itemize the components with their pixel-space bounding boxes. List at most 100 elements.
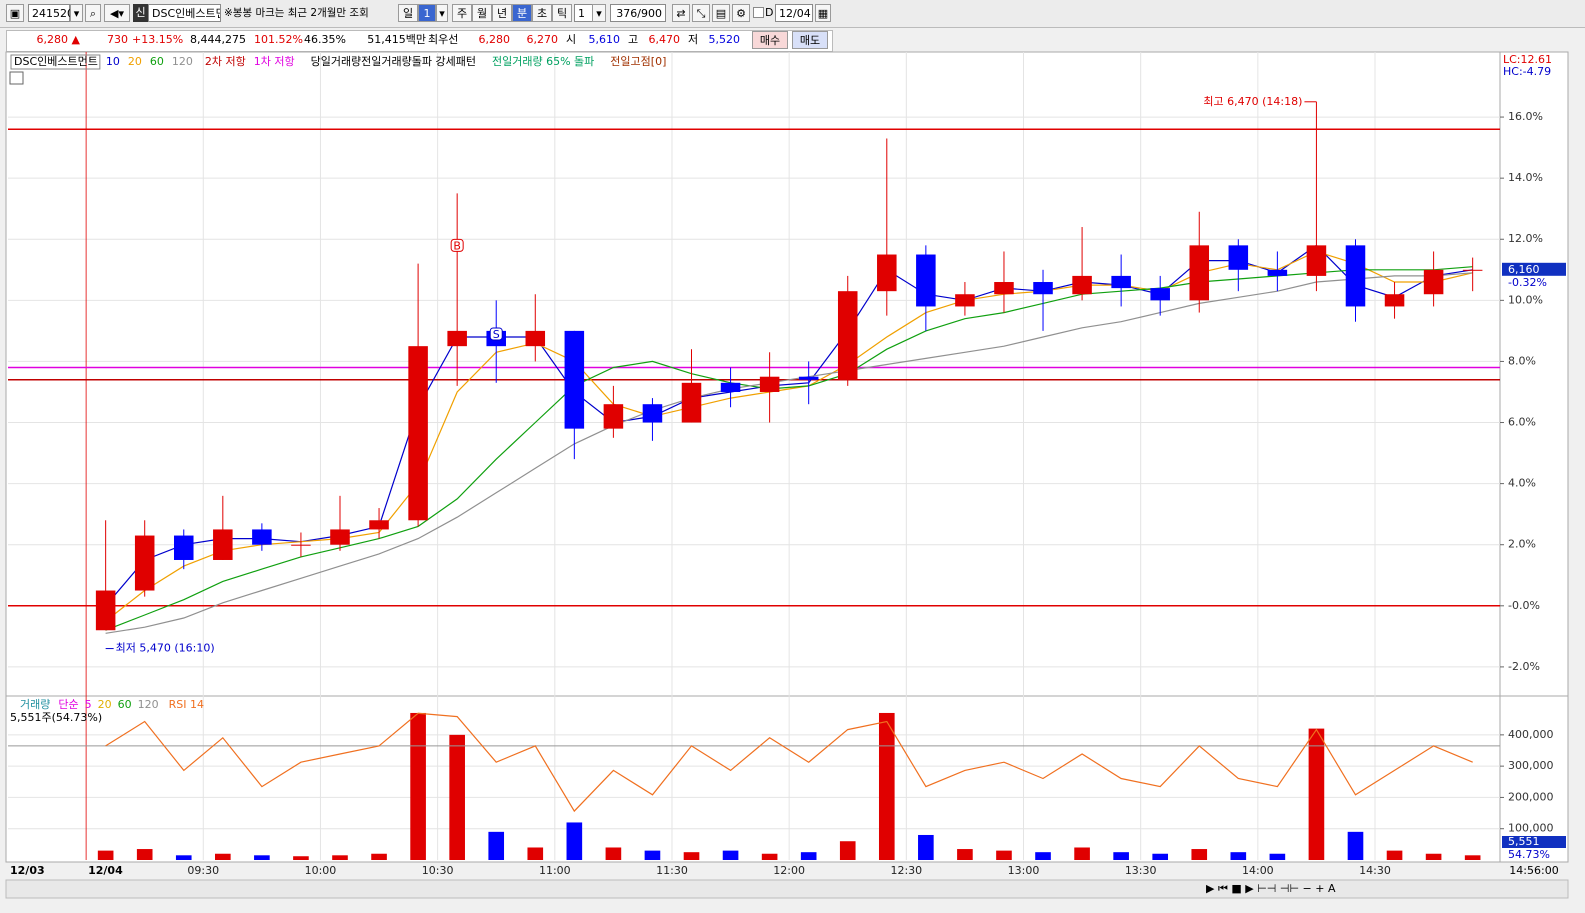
legend-entry: 당일거래량전일거래량돌파 강세패턴: [311, 54, 476, 68]
period-button[interactable]: 일: [398, 4, 418, 22]
date-mark: D: [765, 6, 774, 19]
price: 6,280 ▲: [36, 33, 80, 46]
candle-body: [837, 291, 858, 380]
candle-body: [877, 254, 897, 292]
candle-body: [916, 254, 936, 307]
checkbox[interactable]: [753, 7, 764, 18]
volume-ratio: 101.52%: [254, 33, 303, 46]
candle-body: [1033, 282, 1053, 295]
notice: ※봉봉 마크는 최근 2개월만 조회: [224, 7, 369, 19]
y-tick-label: 16.0%: [1508, 110, 1543, 123]
current-rate: 54.73%: [1508, 848, 1550, 861]
legend-entry: 단순: [58, 698, 78, 711]
candle-body: [681, 382, 702, 423]
low-label: 저: [688, 33, 699, 46]
volume-bar: [1425, 853, 1442, 860]
signal-label: S: [493, 328, 500, 341]
y-tick-label: 300,000: [1508, 759, 1554, 772]
save-button[interactable]: ▤: [712, 4, 730, 22]
candle-body: [1384, 294, 1405, 307]
last-rate: -0.32%: [1508, 276, 1547, 289]
volume-bar: [293, 856, 309, 860]
buy-button[interactable]: 매수: [752, 31, 788, 49]
dropdown[interactable]: ▾: [70, 4, 83, 22]
scrollbar[interactable]: [5, 879, 1569, 899]
date-input[interactable]: 12/04: [775, 4, 813, 22]
candle-body: [564, 330, 585, 429]
search-button[interactable]: ⌕: [85, 4, 101, 22]
stock-name[interactable]: DSC인베스트먼: [148, 4, 221, 22]
period-button[interactable]: 틱: [552, 4, 572, 22]
candle-body: [720, 382, 741, 392]
y-tick-label: 10.0%: [1508, 293, 1543, 306]
volume-bar: [722, 850, 739, 860]
y-tick-label: 200,000: [1508, 790, 1554, 803]
best-label: 최우선: [428, 33, 459, 46]
date-label: 12/03: [10, 864, 45, 877]
calendar-button[interactable]: ▦: [815, 4, 831, 22]
corner-label: HC:-4.79: [1503, 65, 1551, 78]
code-input[interactable]: 241520: [28, 4, 74, 22]
change: 730: [107, 33, 128, 46]
volume-bar: [215, 853, 231, 860]
candle-body: [1072, 275, 1092, 295]
candle-body: [603, 404, 624, 429]
candle-body: [369, 520, 389, 530]
x-tick-label: 12:30: [890, 864, 922, 877]
candle-body: [955, 294, 975, 307]
volume-bar: [800, 852, 817, 860]
rsi-line: [105, 712, 1473, 813]
volume-bar: [1347, 831, 1364, 860]
table-icon[interactable]: [9, 71, 24, 85]
candle-body: [1423, 269, 1444, 295]
y-tick-label: 400,000: [1508, 728, 1554, 741]
y-tick-label: 100,000: [1508, 822, 1554, 835]
period-button[interactable]: 년: [492, 4, 512, 22]
legend-entry: 20: [98, 698, 112, 711]
amount: 51,415백만: [367, 33, 426, 46]
period-button[interactable]: 1: [418, 4, 436, 22]
scroll-controls[interactable]: ▶ ⏮ ■ ▶ ⊢⊣ ⊣⊢ − + A: [1206, 882, 1336, 895]
signal-marker: [489, 327, 503, 341]
dropdown[interactable]: ▾: [592, 4, 606, 22]
candle-body: [291, 544, 311, 546]
x-tick-label: 14:30: [1359, 864, 1391, 877]
candle-body: [330, 529, 350, 545]
legend-entry: RSI 14: [169, 698, 204, 711]
period-button[interactable]: 초: [532, 4, 552, 22]
candle-body: [994, 282, 1014, 295]
period-button[interactable]: 월: [472, 4, 492, 22]
dropdown[interactable]: ▾: [436, 4, 448, 22]
candle-body: [408, 346, 428, 521]
last-price: 6,160: [1508, 263, 1540, 276]
low: 5,520: [708, 33, 741, 46]
sell-button[interactable]: 매도: [792, 31, 828, 49]
x-tick-label: 11:00: [539, 864, 571, 877]
legend-entry: 120: [138, 698, 159, 711]
volume-bar: [839, 841, 856, 860]
candle-body: [642, 404, 663, 423]
volume-bar: [449, 734, 465, 860]
y-tick-label: 12.0%: [1508, 232, 1543, 245]
volume-bar: [683, 852, 700, 860]
corner-label: LC:12.61: [1503, 53, 1552, 66]
tool-button[interactable]: ⤡: [692, 4, 710, 22]
count-input[interactable]: 376/900: [610, 4, 666, 22]
current-volume-box: [1502, 836, 1566, 848]
settings-button[interactable]: ⚙: [732, 4, 750, 22]
period-button[interactable]: 분: [512, 4, 532, 22]
tool-button[interactable]: ⇄: [672, 4, 690, 22]
signal-label: B: [453, 239, 461, 252]
period-button[interactable]: 주: [452, 4, 472, 22]
candle-body: [759, 376, 780, 392]
date-label: 12/04: [88, 864, 123, 877]
volume-bar: [332, 855, 348, 860]
x-tick-label: 11:30: [656, 864, 688, 877]
candle-body: [1150, 288, 1170, 301]
sound-button[interactable]: ◀▾: [104, 4, 130, 22]
legend-entry: 1차 저항: [254, 55, 295, 68]
legend-entry: 120: [172, 55, 193, 68]
window-icon[interactable]: ▣: [6, 4, 24, 22]
current-volume: 5,551: [1508, 835, 1540, 848]
candle-body: [525, 330, 546, 347]
